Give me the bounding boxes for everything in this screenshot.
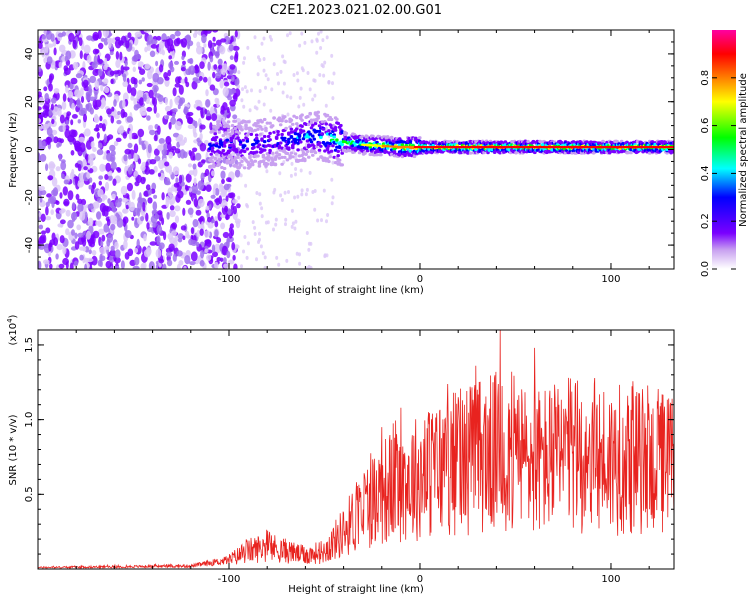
x-tick-label: 0 [417,574,423,585]
x-tick-label: -100 [218,574,241,585]
y-tick-label: 20 [24,95,35,108]
snr-ticks: -100 0 100 0.5 1.0 1.5 [24,329,674,585]
spectrogram-y-label: Frequency (Hz) [8,112,19,188]
x-tick-label: -100 [218,274,241,285]
colorbar-tick-label: 0.8 [700,70,711,86]
y-tick-label: 0 [24,146,35,152]
colorbar-label: Normalized spectral amplitude [738,73,749,227]
colorbar-tick-label: 0.0 [700,261,711,277]
colorbar-gradient [712,30,736,269]
snr-panel: -100 0 100 0.5 1.0 1.5 Height of straight lin… [6,314,675,595]
colorbar-tick-label: 0.6 [700,118,711,134]
y-tick-label: 40 [24,48,35,61]
snr-series [38,330,674,569]
y-tick-label: 0.5 [24,486,35,502]
snr-y-label: SNR (10 * v/v) [8,414,19,485]
colorbar: 0.0 0.2 0.4 0.6 0.8 Normalized spectral ampl… [700,30,749,277]
x-tick-label: 100 [601,574,620,585]
snr-line [38,330,674,569]
y-tick-label: -40 [24,237,35,253]
spectrogram-ticks: -100 0 100 -40 -20 0 20 40 [24,29,674,285]
colorbar-tick-label: 0.4 [700,165,711,181]
spectrogram-panel: -100 0 100 -40 -20 0 20 40 Height of straight l… [8,29,675,296]
x-tick-label: 100 [601,274,620,285]
x-tick-label: 0 [417,274,423,285]
colorbar-ticks: 0.0 0.2 0.4 0.6 0.8 [700,70,736,277]
colorbar-tick-label: 0.2 [700,213,711,229]
spectrogram-x-label: Height of straight line (km) [288,285,424,296]
y-tick-label: -20 [24,189,35,205]
y-tick-label: 1.5 [24,337,35,353]
spectrogram-heatmap [38,30,674,269]
snr-x-label: Height of straight line (km) [288,584,424,595]
snr-y-multiplier: (x104) [6,314,19,345]
figure-title: C2E1.2023.021.02.00.G01 [270,3,442,18]
y-tick-label: 1.0 [24,412,35,428]
